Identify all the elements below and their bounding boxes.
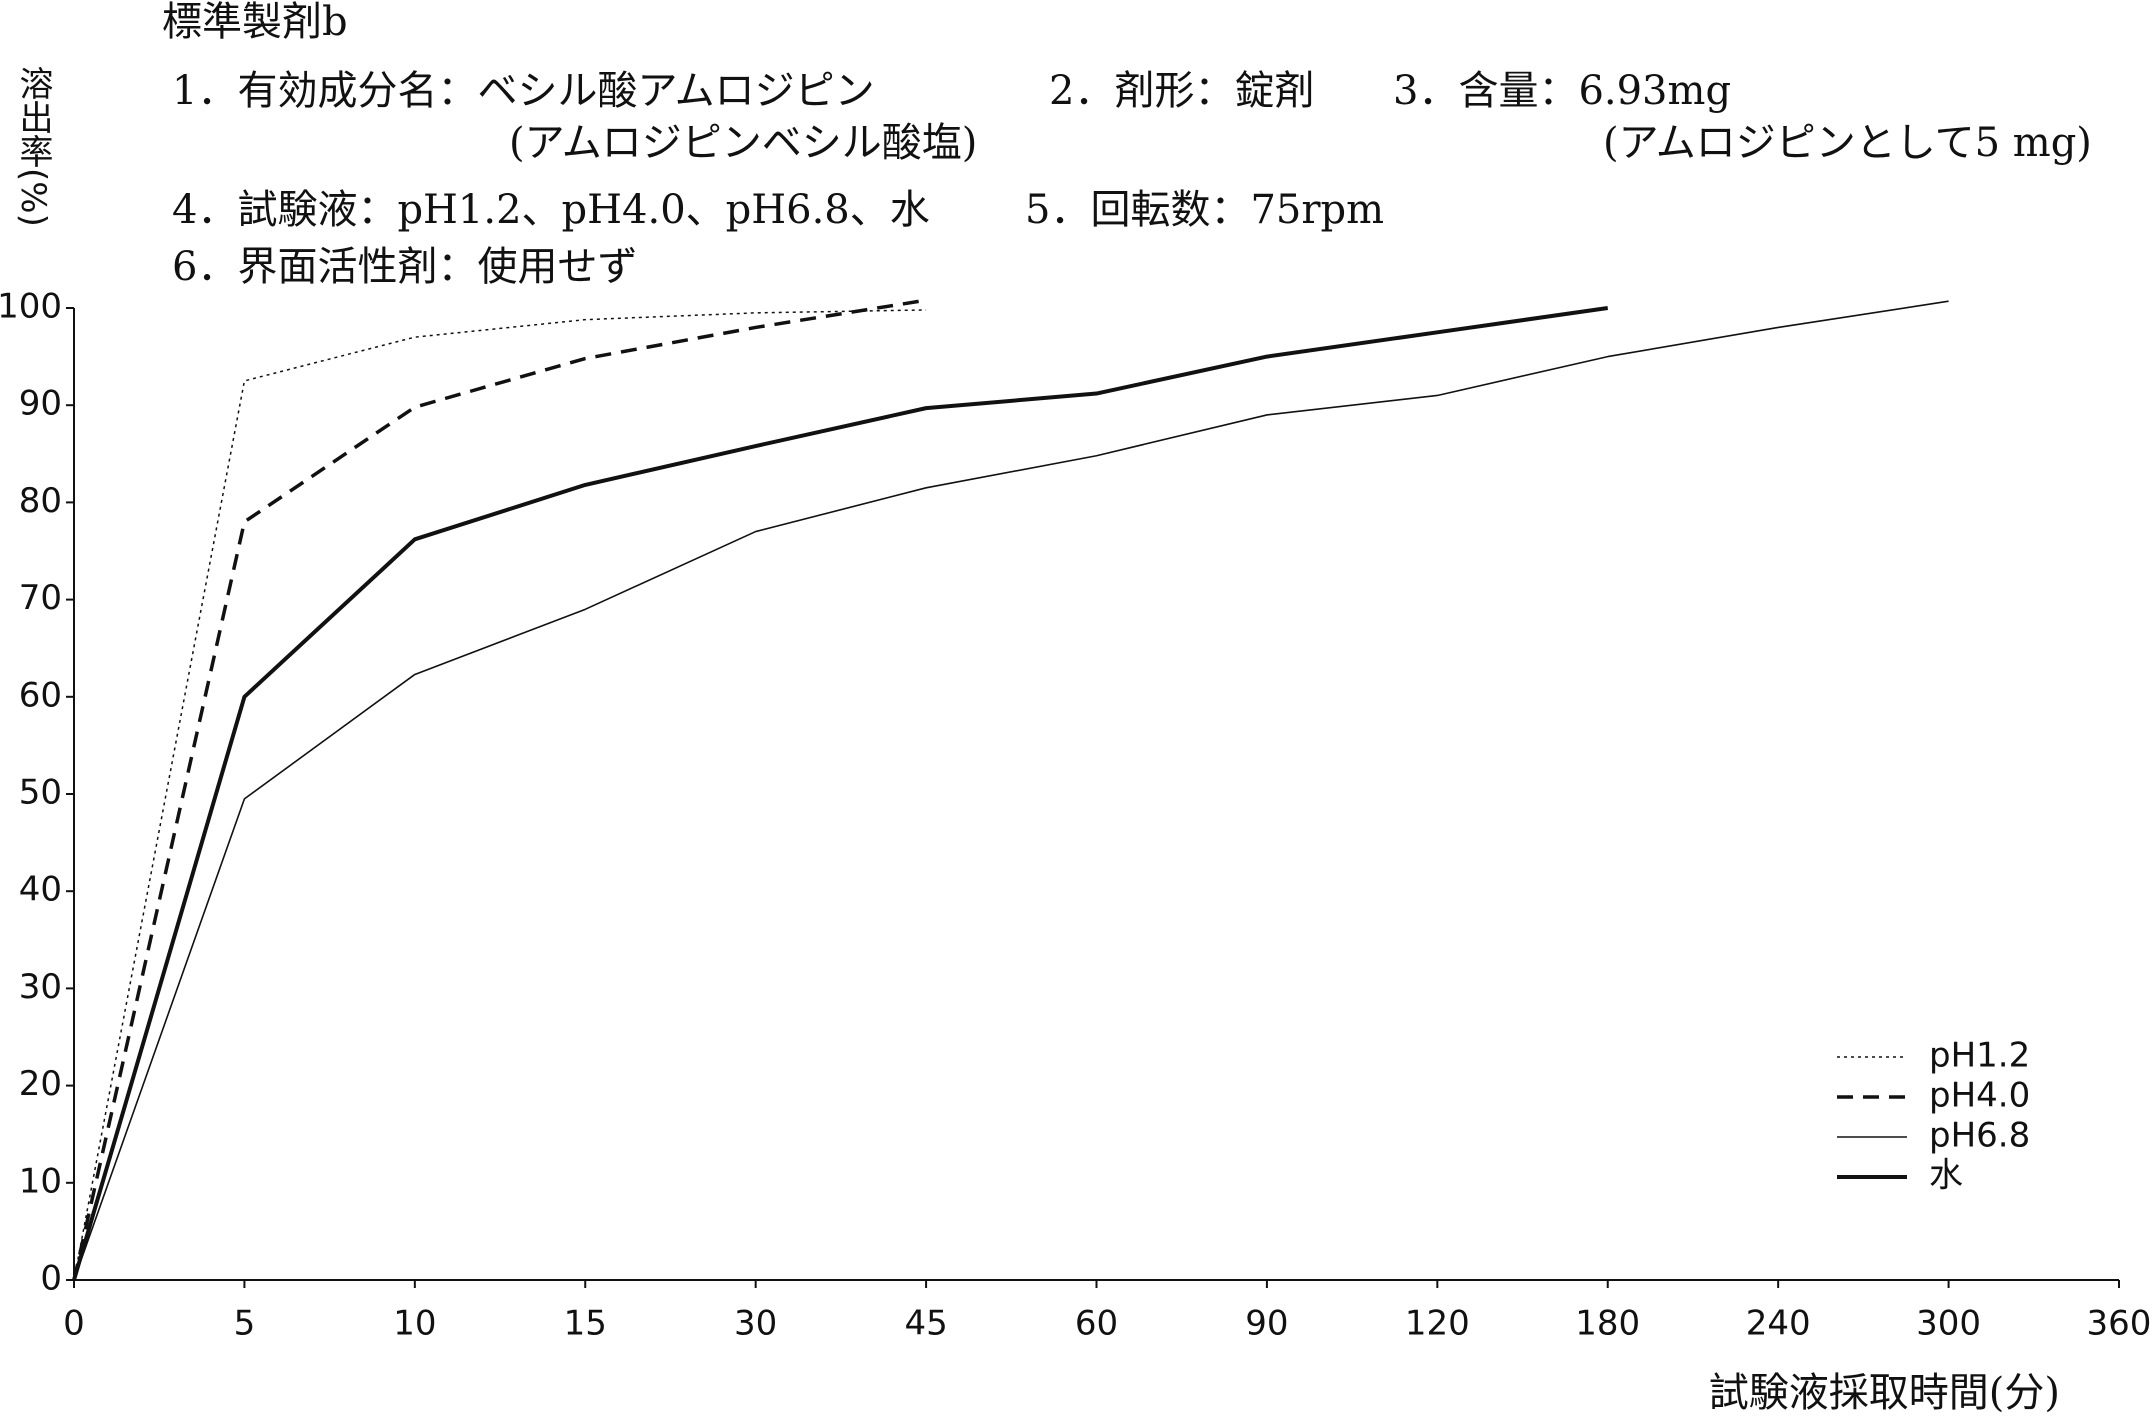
annotation: 3．含量：6.93mg [1393, 68, 1731, 114]
x-tick-label: 360 [2087, 1304, 2152, 1344]
x-tick-label: 10 [393, 1304, 436, 1344]
x-tick-label: 60 [1075, 1304, 1118, 1344]
x-tick-label: 30 [734, 1304, 777, 1344]
x-tick-label: 300 [1916, 1304, 1981, 1344]
x-tick-label: 90 [1245, 1304, 1288, 1344]
legend-label: 水 [1929, 1156, 1963, 1196]
annotation: 4．試験液：pH1.2、pH4.0、pH6.8、水 [172, 187, 930, 233]
x-tick-label: 15 [564, 1304, 607, 1344]
x-tick-label: 180 [1575, 1304, 1640, 1344]
y-tick-label: 50 [19, 773, 62, 813]
annotation: 6．界面活性剤：使用せず [172, 244, 637, 290]
x-axis-label: 試験液採取時間(分) [1709, 1370, 2060, 1416]
y-tick-label: 40 [19, 870, 62, 910]
x-tick-label: 120 [1405, 1304, 1470, 1344]
legend-label: pH6.8 [1929, 1116, 2030, 1156]
y-tick-label: 20 [19, 1064, 62, 1104]
y-tick-label: 30 [19, 967, 62, 1007]
data-line [72, 306, 1609, 1281]
legend-label: pH4.0 [1929, 1076, 2030, 1116]
annotation: 2．剤形：錠剤 [1049, 68, 1314, 114]
x-tick-label: 5 [234, 1304, 256, 1344]
data-line [72, 298, 927, 1281]
y-tick-label: 90 [19, 384, 62, 424]
y-tick-label: 0 [40, 1259, 62, 1299]
annotation: 1．有効成分名：ベシル酸アムロジピン [172, 68, 875, 114]
x-tick-label: 0 [63, 1304, 85, 1344]
data-line [73, 300, 1949, 1281]
x-tick-label: 240 [1746, 1304, 1811, 1344]
chart-title: 標準製剤b [162, 0, 348, 45]
y-tick-label: 10 [19, 1161, 62, 1201]
y-axis-label: 溶出率(%) [13, 66, 53, 227]
y-tick-label: 70 [19, 578, 62, 618]
y-tick-label: 80 [19, 481, 62, 521]
y-tick-label: 60 [19, 675, 62, 715]
y-tick-label: 100 [0, 287, 62, 327]
annotation: (アムロジピンベシル酸塩) [509, 120, 977, 166]
annotation: 5．回転数：75rpm [1025, 187, 1384, 233]
annotation: (アムロジピンとして5 mg) [1603, 120, 2092, 166]
legend-label: pH1.2 [1929, 1036, 2030, 1076]
data-line [73, 309, 927, 1281]
x-tick-label: 45 [904, 1304, 947, 1344]
